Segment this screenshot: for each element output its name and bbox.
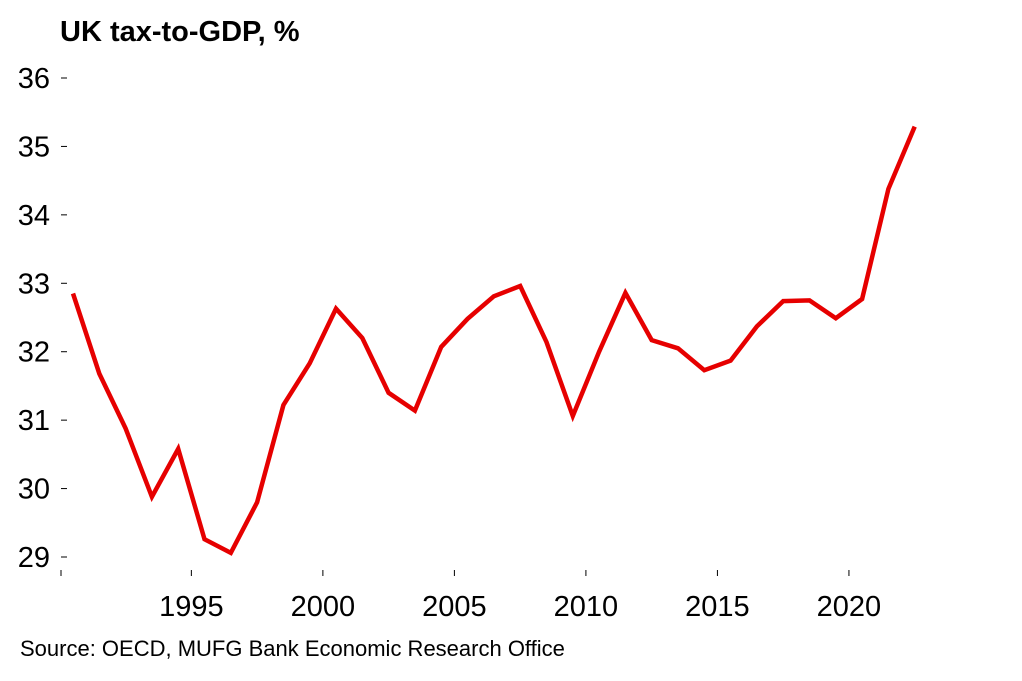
x-tick-label: 2015 [685, 591, 750, 623]
x-tick-label: 2000 [291, 591, 356, 623]
y-axis: 29 30 31 32 33 34 35 36 [18, 63, 67, 574]
x-axis: 1995 2000 2005 2010 2015 2020 [60, 570, 882, 623]
y-tick-label: 32 [18, 337, 50, 369]
y-tick-label: 36 [18, 63, 50, 95]
y-tick-label: 31 [18, 405, 50, 437]
source-note: Source: OECD, MUFG Bank Economic Researc… [20, 636, 565, 661]
chart-title: UK tax-to-GDP, % [60, 16, 300, 48]
x-tick-label: 1995 [159, 591, 224, 623]
y-tick-label: 35 [18, 131, 50, 163]
y-tick-label: 34 [18, 200, 50, 232]
y-tick-label: 33 [18, 268, 50, 300]
x-tick-label: 2005 [422, 591, 487, 623]
x-tick-label: 2010 [554, 591, 619, 623]
x-tick-label: 2020 [817, 591, 882, 623]
y-tick-label: 30 [18, 474, 50, 506]
plot-area [70, 125, 917, 556]
y-tick-label: 29 [18, 542, 50, 574]
series-line [70, 125, 917, 556]
